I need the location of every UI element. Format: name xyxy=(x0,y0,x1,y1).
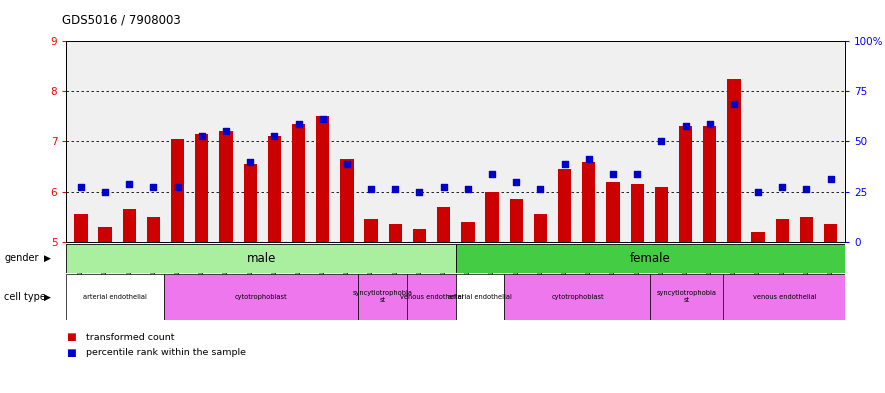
Bar xyxy=(461,222,474,242)
Bar xyxy=(650,274,724,320)
Point xyxy=(799,186,813,192)
Point xyxy=(606,171,620,177)
Text: male: male xyxy=(246,252,276,265)
Point xyxy=(340,161,354,167)
Point xyxy=(243,158,258,165)
Point xyxy=(219,128,233,134)
Text: ▶: ▶ xyxy=(44,292,51,301)
Bar xyxy=(147,217,160,242)
Text: ■: ■ xyxy=(66,348,76,358)
Point xyxy=(509,178,523,185)
Bar xyxy=(504,274,650,320)
Bar xyxy=(558,169,571,242)
Point xyxy=(146,184,160,190)
Bar xyxy=(123,209,136,242)
Bar xyxy=(316,116,329,242)
Point xyxy=(703,121,717,127)
Bar xyxy=(389,224,402,242)
Point xyxy=(727,101,741,107)
Bar xyxy=(775,219,789,242)
Point xyxy=(679,123,693,130)
Point xyxy=(534,186,548,192)
Text: ■: ■ xyxy=(66,332,76,342)
Bar xyxy=(824,224,837,242)
Bar xyxy=(66,244,456,273)
Point xyxy=(73,184,88,190)
Point xyxy=(775,184,789,190)
Point xyxy=(824,176,838,182)
Text: cytotrophoblast: cytotrophoblast xyxy=(551,294,604,300)
Text: arterial endothelial: arterial endothelial xyxy=(448,294,512,300)
Point xyxy=(558,161,572,167)
Bar xyxy=(679,127,692,242)
Text: syncytiotrophobla
st: syncytiotrophobla st xyxy=(657,290,717,303)
Bar xyxy=(219,131,233,242)
Bar xyxy=(268,136,281,242)
Point xyxy=(654,138,668,145)
Bar xyxy=(407,274,456,320)
Point xyxy=(267,133,281,140)
Point xyxy=(122,181,136,187)
Point xyxy=(436,184,450,190)
Point xyxy=(195,133,209,140)
Bar xyxy=(703,127,716,242)
Point xyxy=(291,121,305,127)
Bar xyxy=(66,274,164,320)
Bar xyxy=(292,124,305,242)
Point xyxy=(171,184,185,190)
Text: gender: gender xyxy=(4,253,39,263)
Text: venous endothelial: venous endothelial xyxy=(752,294,816,300)
Text: arterial endothelial: arterial endothelial xyxy=(83,294,147,300)
Text: cell type: cell type xyxy=(4,292,46,302)
Bar xyxy=(171,139,184,242)
Bar xyxy=(358,274,407,320)
Bar xyxy=(341,159,354,242)
Bar xyxy=(582,162,596,242)
Bar xyxy=(98,227,112,242)
Bar xyxy=(456,244,845,273)
Bar xyxy=(74,214,88,242)
Point xyxy=(316,116,330,122)
Bar xyxy=(630,184,643,242)
Bar xyxy=(800,217,813,242)
Bar xyxy=(534,214,547,242)
Text: percentile rank within the sample: percentile rank within the sample xyxy=(86,349,246,357)
Point xyxy=(98,188,112,195)
Point xyxy=(630,171,644,177)
Point xyxy=(461,186,475,192)
Point xyxy=(485,171,499,177)
Bar xyxy=(606,182,619,242)
Bar xyxy=(365,219,378,242)
Bar xyxy=(724,274,845,320)
Text: cytotrophoblast: cytotrophoblast xyxy=(235,294,288,300)
Bar xyxy=(243,164,257,242)
Point xyxy=(364,186,378,192)
Bar xyxy=(751,231,765,242)
Point xyxy=(389,186,403,192)
Bar xyxy=(196,134,209,242)
Text: venous endothelial: venous endothelial xyxy=(400,294,463,300)
Bar xyxy=(727,79,741,242)
Point xyxy=(751,188,766,195)
Bar xyxy=(437,207,450,242)
Bar xyxy=(655,187,668,242)
Text: transformed count: transformed count xyxy=(86,333,174,342)
Bar xyxy=(485,191,499,242)
Point xyxy=(412,188,427,195)
Text: GDS5016 / 7908003: GDS5016 / 7908003 xyxy=(62,14,181,27)
Text: ▶: ▶ xyxy=(44,254,51,263)
Bar xyxy=(412,229,427,242)
Point xyxy=(581,156,596,162)
Text: syncytiotrophobla
st: syncytiotrophobla st xyxy=(353,290,412,303)
Bar xyxy=(510,199,523,242)
Text: female: female xyxy=(630,252,671,265)
Bar xyxy=(456,274,504,320)
Bar xyxy=(164,274,358,320)
